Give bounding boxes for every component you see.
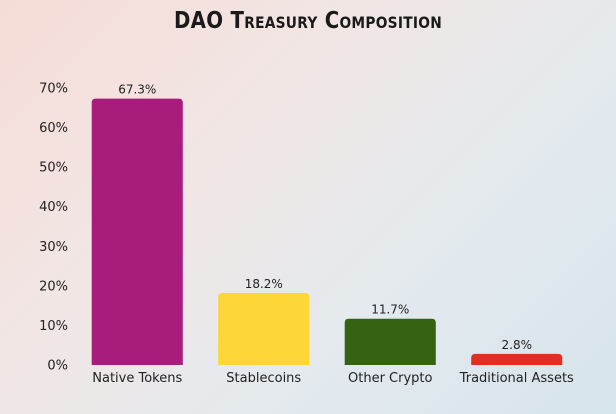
bar-traditional-assets bbox=[471, 353, 563, 365]
x-category-label: Other Crypto bbox=[348, 371, 433, 386]
data-label: 18.2% bbox=[245, 277, 283, 291]
y-tick-label: 30% bbox=[39, 240, 68, 255]
bar-native-tokens bbox=[91, 98, 183, 365]
data-labels-group: 67.3% 18.2% 11.7% 2.8% bbox=[118, 83, 532, 352]
x-axis: Native Tokens Stablecoins Other Crypto Trad… bbox=[92, 371, 574, 386]
y-axis: 0% 10% 20% 30% 40% 50% 60% 70% bbox=[39, 82, 68, 374]
y-tick-label: 0% bbox=[47, 359, 68, 374]
bars-group bbox=[91, 98, 563, 365]
data-label: 2.8% bbox=[502, 338, 533, 352]
bar-stablecoins bbox=[218, 292, 310, 365]
x-category-label: Native Tokens bbox=[92, 371, 182, 386]
x-category-label: Traditional Assets bbox=[459, 371, 574, 386]
y-tick-label: 50% bbox=[39, 161, 68, 176]
chart-title: DAO Treasury Composition bbox=[174, 8, 442, 34]
bar-other-crypto bbox=[344, 318, 436, 365]
y-tick-label: 70% bbox=[39, 82, 68, 97]
y-tick-label: 40% bbox=[39, 200, 68, 215]
data-label: 11.7% bbox=[371, 303, 409, 317]
y-tick-label: 10% bbox=[39, 319, 68, 334]
y-tick-label: 60% bbox=[39, 121, 68, 136]
x-category-label: Stablecoins bbox=[226, 371, 301, 386]
y-tick-label: 20% bbox=[39, 279, 68, 294]
data-label: 67.3% bbox=[118, 83, 156, 97]
